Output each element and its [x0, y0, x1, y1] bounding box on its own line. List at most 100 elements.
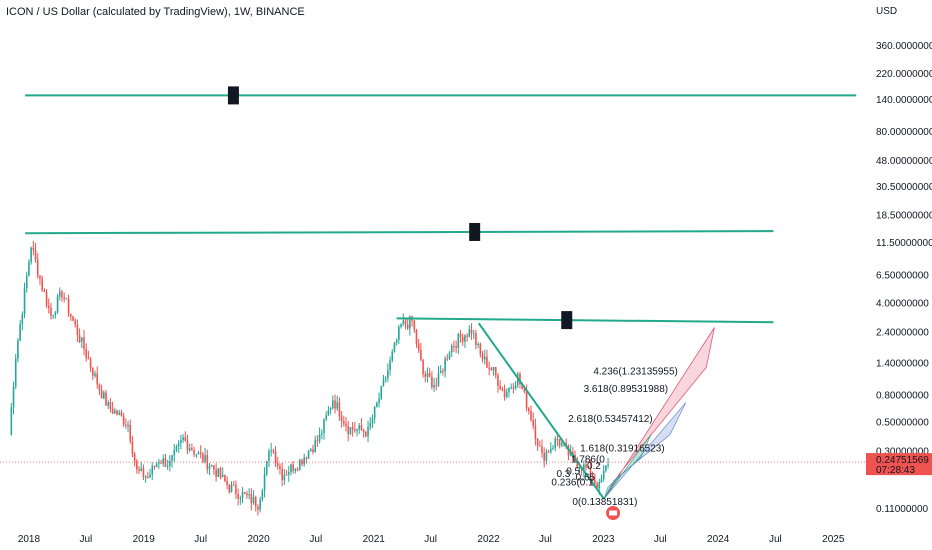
- candle-body: [413, 320, 416, 330]
- candle: [219, 466, 222, 480]
- candle: [503, 384, 506, 401]
- candle-body: [248, 494, 250, 496]
- candle: [483, 349, 486, 365]
- candle-body: [239, 497, 242, 499]
- candle: [76, 319, 79, 343]
- candle-body: [497, 375, 499, 386]
- candle: [587, 465, 590, 469]
- x-tick-label: Jul: [769, 534, 782, 545]
- candle-body: [587, 466, 590, 468]
- candle-body: [188, 448, 191, 451]
- candle: [547, 449, 550, 453]
- candle: [226, 476, 228, 490]
- candle: [481, 350, 484, 363]
- candle: [237, 488, 239, 506]
- candle: [17, 337, 19, 363]
- candle-body: [47, 305, 50, 308]
- candle: [47, 298, 50, 314]
- candle-body: [54, 312, 57, 316]
- candle-body: [98, 384, 101, 391]
- candle: [499, 380, 501, 390]
- candle-body: [261, 490, 264, 500]
- candle: [505, 388, 508, 399]
- candle-body: [246, 493, 248, 496]
- candle: [217, 468, 220, 478]
- candle-body: [19, 324, 21, 341]
- candle: [36, 253, 39, 279]
- candle-body: [422, 360, 424, 375]
- candle-body: [52, 315, 54, 317]
- candle-body: [296, 469, 299, 471]
- candle-body: [166, 465, 169, 467]
- candle: [50, 302, 52, 320]
- candle: [411, 315, 413, 327]
- candle-body: [605, 465, 607, 471]
- x-tick-label: 2023: [592, 534, 615, 545]
- candle: [583, 460, 585, 478]
- candle-body: [204, 455, 206, 462]
- candle: [395, 338, 398, 346]
- candle-body: [309, 449, 312, 452]
- fib-level-label: 0(0.13851831): [572, 497, 637, 508]
- candle-body: [138, 469, 140, 471]
- candle-body: [199, 452, 202, 454]
- candle-body: [230, 484, 233, 492]
- candle-body: [578, 467, 581, 469]
- x-tick-label: Jul: [309, 534, 322, 545]
- candle-body: [589, 466, 592, 478]
- candle: [58, 287, 61, 301]
- candle-body: [395, 339, 398, 343]
- candle-body: [409, 316, 411, 329]
- candle-body: [287, 472, 290, 475]
- candle-body: [263, 474, 266, 491]
- candle: [301, 458, 303, 467]
- candle: [169, 455, 171, 472]
- x-tick-label: 2022: [477, 534, 500, 545]
- candle-body: [69, 313, 72, 317]
- level-marker-bg: [561, 311, 573, 330]
- candle-body: [290, 464, 292, 473]
- candle: [91, 367, 94, 381]
- candle: [415, 329, 418, 348]
- candle-body: [334, 400, 336, 409]
- candle-body: [455, 346, 457, 349]
- candle-body: [439, 370, 442, 374]
- candle: [600, 474, 603, 483]
- candle-body: [281, 468, 283, 481]
- candle-body: [400, 323, 402, 327]
- bar-countdown-label: 07:28:43: [876, 465, 915, 476]
- candle: [89, 356, 92, 373]
- candle-body: [545, 451, 548, 461]
- candle-body: [43, 290, 46, 292]
- candle: [550, 442, 552, 454]
- candle-body: [318, 434, 321, 441]
- candle-body: [298, 459, 301, 470]
- candle: [94, 370, 96, 378]
- candle: [61, 289, 63, 302]
- candle: [21, 311, 24, 331]
- candle-body: [543, 452, 545, 461]
- candle: [398, 324, 400, 345]
- candle: [428, 367, 431, 378]
- candle: [263, 467, 266, 498]
- candle: [14, 353, 17, 390]
- candle: [83, 329, 85, 356]
- candle: [444, 355, 446, 378]
- fib-partial-label: 1.786(0: [571, 455, 605, 466]
- candle: [100, 384, 103, 399]
- candle: [602, 465, 605, 482]
- candle: [39, 274, 41, 285]
- candle-body: [241, 492, 244, 498]
- candle: [534, 418, 537, 446]
- y-axis-unit-label: USD: [876, 6, 897, 17]
- candle-body: [252, 496, 255, 504]
- candle: [309, 448, 312, 452]
- candle: [298, 458, 301, 471]
- descending-trendline: [477, 322, 605, 500]
- y-tick-label: 0.80000000: [876, 390, 929, 401]
- candle-body: [450, 345, 453, 353]
- candle-body: [279, 465, 281, 469]
- candle-body: [607, 464, 609, 466]
- candle-body: [340, 416, 343, 422]
